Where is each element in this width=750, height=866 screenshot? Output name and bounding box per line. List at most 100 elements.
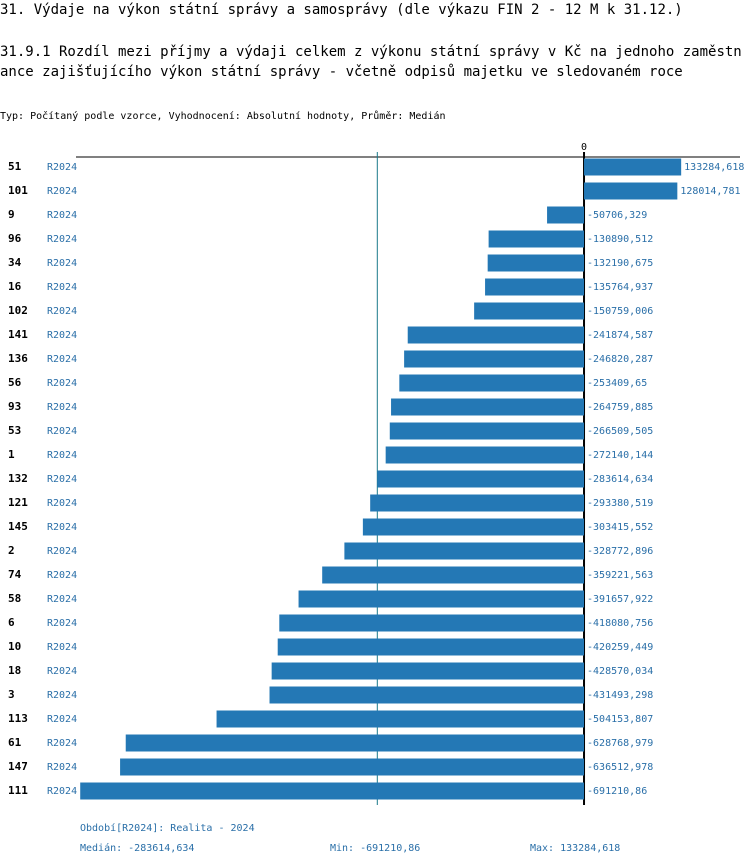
bar xyxy=(487,254,585,272)
value-label: -253409,65 xyxy=(587,378,647,389)
chart-title: 31. Výdaje na výkon státní správy a samo… xyxy=(0,2,683,18)
bar xyxy=(488,230,585,248)
series-label: R2024 xyxy=(47,162,77,173)
bar xyxy=(584,182,678,200)
series-label: R2024 xyxy=(47,354,77,365)
category-label: 101 xyxy=(8,184,28,197)
bar xyxy=(584,158,682,176)
series-label: R2024 xyxy=(47,450,77,461)
bar xyxy=(547,206,585,224)
category-label: 18 xyxy=(8,664,21,677)
median-label: Medián: -283614,634 xyxy=(80,842,194,854)
category-label: 132 xyxy=(8,472,28,485)
series-label: R2024 xyxy=(47,474,77,485)
value-label: -50706,329 xyxy=(587,210,647,221)
value-label: -628768,979 xyxy=(587,738,653,749)
min-label: Min: -691210,86 xyxy=(330,843,420,854)
bar xyxy=(377,470,585,488)
series-label: R2024 xyxy=(47,786,77,797)
value-label: -130890,512 xyxy=(587,234,653,245)
value-label: -420259,449 xyxy=(587,642,653,653)
category-label: 74 xyxy=(8,568,22,581)
bar xyxy=(269,686,585,704)
series-label: R2024 xyxy=(47,714,77,725)
value-label: -431493,298 xyxy=(587,690,653,701)
chart-note: Typ: Počítaný podle vzorce, Vyhodnocení:… xyxy=(0,111,446,122)
value-label: -132190,675 xyxy=(587,258,653,269)
value-label: -272140,144 xyxy=(587,450,653,461)
series-label: R2024 xyxy=(47,618,77,629)
series-label: R2024 xyxy=(47,666,77,677)
bar xyxy=(407,326,585,344)
value-label: -264759,885 xyxy=(587,402,653,413)
bar xyxy=(385,446,585,464)
series-label: R2024 xyxy=(47,762,77,773)
value-label: -283614,634 xyxy=(587,474,653,485)
category-label: 16 xyxy=(8,280,22,293)
category-label: 136 xyxy=(8,352,28,365)
series-label: R2024 xyxy=(47,498,77,509)
value-label: -428570,034 xyxy=(587,666,653,677)
value-label: -504153,807 xyxy=(587,714,653,725)
value-label: -135764,937 xyxy=(587,282,653,293)
category-label: 51 xyxy=(8,160,22,173)
category-label: 61 xyxy=(8,736,22,749)
value-label: -246820,287 xyxy=(587,354,653,365)
series-label: R2024 xyxy=(47,210,77,221)
value-label: -418080,756 xyxy=(587,618,653,629)
category-label: 6 xyxy=(8,616,15,629)
category-label: 10 xyxy=(8,640,21,653)
series-label: R2024 xyxy=(47,738,77,749)
bar xyxy=(271,662,585,680)
value-label: -293380,519 xyxy=(587,498,653,509)
series-label: R2024 xyxy=(47,234,77,245)
series-label: R2024 xyxy=(47,282,77,293)
category-label: 93 xyxy=(8,400,21,413)
series-label: R2024 xyxy=(47,690,77,701)
bar xyxy=(125,734,585,752)
bar xyxy=(344,542,585,560)
value-label: -691210,86 xyxy=(587,786,647,797)
bar xyxy=(298,590,585,608)
category-label: 53 xyxy=(8,424,21,437)
bar xyxy=(399,374,585,392)
category-label: 121 xyxy=(8,496,28,509)
category-label: 2 xyxy=(8,544,15,557)
category-label: 96 xyxy=(8,232,22,245)
category-label: 147 xyxy=(8,760,28,773)
value-label: -328772,896 xyxy=(587,546,653,557)
value-label: -266509,505 xyxy=(587,426,653,437)
category-label: 9 xyxy=(8,208,15,221)
series-label: R2024 xyxy=(47,594,77,605)
category-label: 102 xyxy=(8,304,28,317)
value-label: 133284,618 xyxy=(684,162,744,173)
series-label: R2024 xyxy=(47,330,77,341)
bar xyxy=(120,758,585,776)
value-label: 128014,781 xyxy=(680,186,740,197)
value-label: -150759,006 xyxy=(587,306,653,317)
period-label: Období[R2024]: Realita - 2024 xyxy=(80,822,255,834)
series-label: R2024 xyxy=(47,186,77,197)
bar xyxy=(389,422,585,440)
x-tick-label: 0 xyxy=(581,142,587,153)
series-label: R2024 xyxy=(47,570,77,581)
chart-subtitle: 31.9.1 Rozdíl mezi příjmy a výdaji celke… xyxy=(0,44,742,80)
category-label: 34 xyxy=(8,256,22,269)
bar xyxy=(362,518,585,536)
bar xyxy=(279,614,585,632)
category-label: 1 xyxy=(8,448,15,461)
series-label: R2024 xyxy=(47,522,77,533)
category-label: 58 xyxy=(8,592,21,605)
category-label: 141 xyxy=(8,328,28,341)
category-label: 3 xyxy=(8,688,15,701)
bar xyxy=(80,782,585,800)
bar xyxy=(391,398,585,416)
value-label: -241874,587 xyxy=(587,330,653,341)
bar xyxy=(216,710,585,728)
bar xyxy=(370,494,585,512)
bar xyxy=(485,278,585,296)
value-label: -391657,922 xyxy=(587,594,653,605)
bar xyxy=(277,638,585,656)
value-label: -636512,978 xyxy=(587,762,653,773)
